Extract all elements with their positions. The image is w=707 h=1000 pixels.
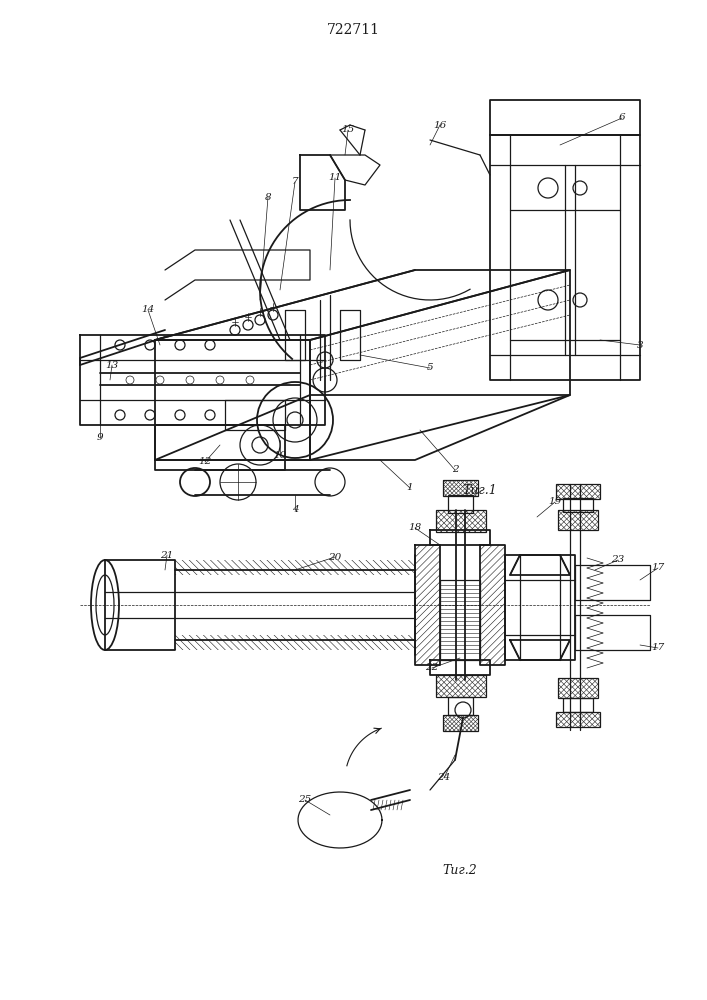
Text: 22: 22 — [426, 664, 438, 672]
Bar — [436, 675, 486, 697]
Bar — [556, 712, 600, 727]
Text: 14: 14 — [141, 306, 155, 314]
Text: 3: 3 — [637, 340, 643, 350]
Bar — [436, 510, 486, 532]
Text: 4: 4 — [292, 506, 298, 514]
Text: 8: 8 — [264, 192, 271, 202]
Text: 1: 1 — [407, 484, 414, 492]
Bar — [563, 498, 593, 512]
Bar — [443, 480, 478, 496]
Text: 17: 17 — [651, 644, 665, 652]
Text: 19: 19 — [549, 497, 561, 506]
Text: 6: 6 — [619, 113, 625, 122]
Bar — [558, 510, 598, 530]
Text: 17: 17 — [651, 564, 665, 572]
Text: 5: 5 — [427, 363, 433, 372]
Bar — [556, 484, 600, 499]
Text: 15: 15 — [341, 125, 355, 134]
Text: 7: 7 — [292, 178, 298, 186]
Text: Τиг.2: Τиг.2 — [443, 863, 477, 876]
Bar — [558, 678, 598, 698]
Bar — [563, 698, 593, 712]
Text: 13: 13 — [105, 360, 119, 369]
Text: 12: 12 — [199, 458, 211, 466]
Text: 24: 24 — [438, 774, 450, 782]
Bar — [448, 495, 473, 513]
Text: 21: 21 — [160, 550, 174, 560]
Text: 25: 25 — [298, 796, 312, 804]
Text: 20: 20 — [328, 552, 341, 562]
Text: 2: 2 — [452, 466, 458, 475]
Text: 722711: 722711 — [327, 23, 380, 37]
Text: 10: 10 — [274, 450, 286, 460]
Text: 11: 11 — [328, 174, 341, 182]
Text: 18: 18 — [409, 524, 421, 532]
Text: 16: 16 — [433, 120, 447, 129]
Text: Τиг.1: Τиг.1 — [462, 484, 498, 496]
Text: 23: 23 — [612, 556, 624, 564]
Bar — [448, 697, 473, 715]
Bar — [443, 715, 478, 731]
Text: 9: 9 — [97, 434, 103, 442]
